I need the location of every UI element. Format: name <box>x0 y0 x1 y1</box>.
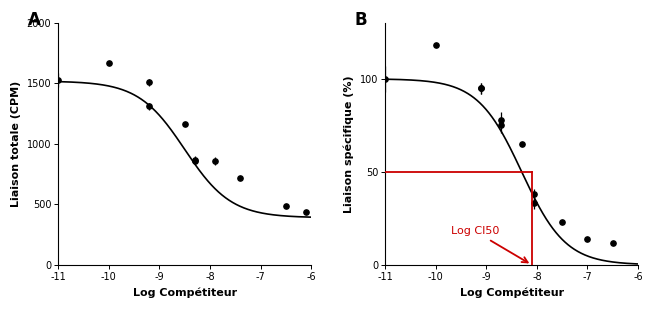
Text: B: B <box>354 11 368 29</box>
X-axis label: Log Compétiteur: Log Compétiteur <box>460 287 564 298</box>
Y-axis label: Liaison spécifique (%): Liaison spécifique (%) <box>344 75 354 213</box>
Text: A: A <box>28 11 41 29</box>
Text: Log CI50: Log CI50 <box>451 226 528 262</box>
X-axis label: Log Compétiteur: Log Compétiteur <box>133 287 237 298</box>
Y-axis label: Liaison totale (CPM): Liaison totale (CPM) <box>11 81 21 207</box>
